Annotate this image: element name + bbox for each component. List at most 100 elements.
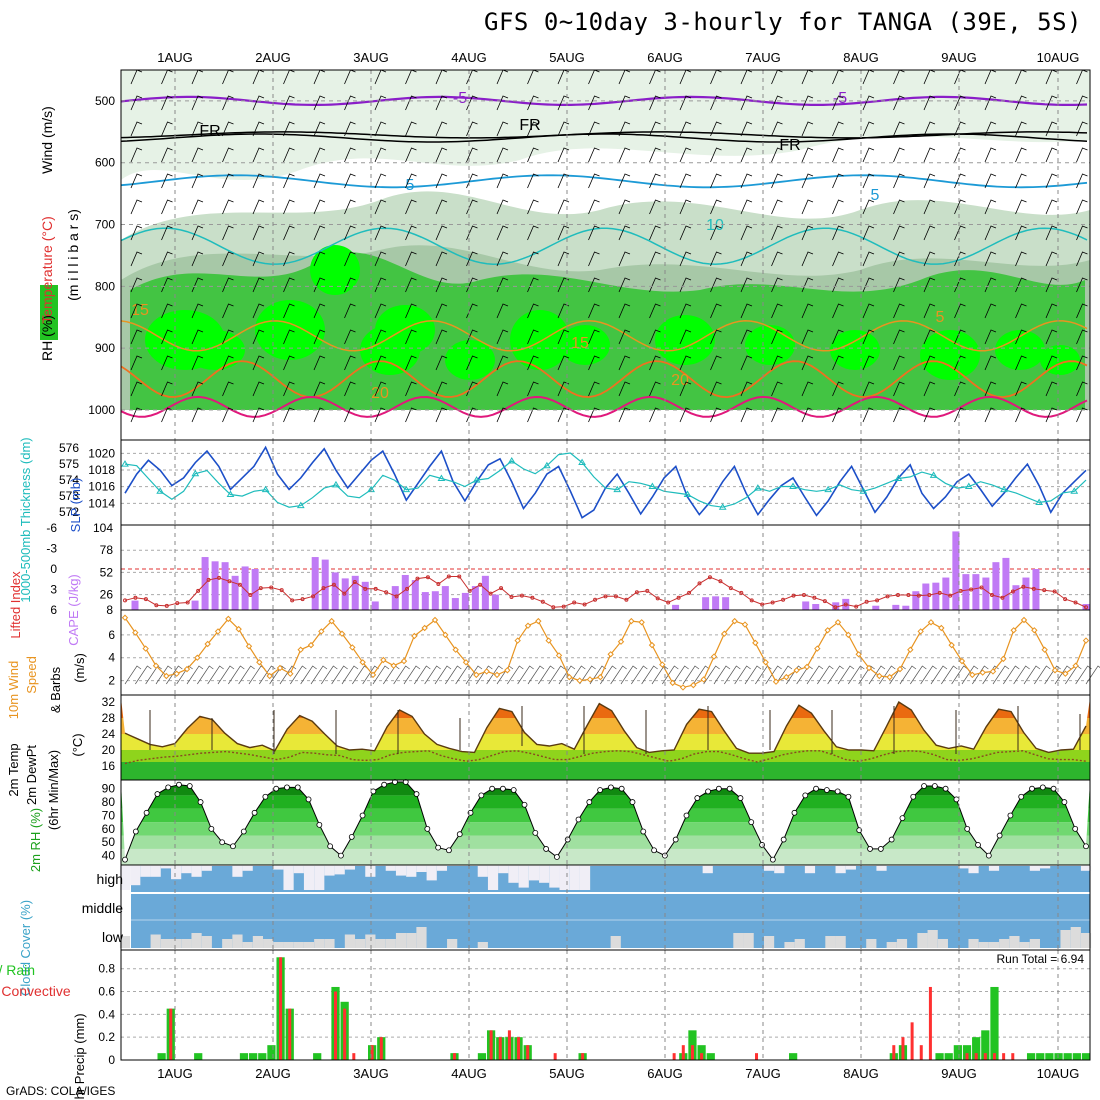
date-label-top-5AUG: 5AUG [549,50,584,65]
wind-barb [435,95,448,111]
wind-barb [161,173,173,189]
wind10m-marker [793,667,800,674]
wind-barb [435,277,448,293]
wind-barb [801,199,814,215]
li-ytick-4: -6 [46,521,57,535]
wind-barb [710,277,722,293]
wind-barb [252,225,265,241]
li-marker [676,595,681,600]
rh-ylabel: 2m RH (%) [28,808,43,872]
cloud-low-bar [150,934,161,948]
rh-marker [867,846,873,852]
wind-barb [344,355,356,371]
wind-barb [1076,225,1088,241]
wind10m-marker [834,619,842,626]
wind-barb [954,407,966,423]
wind-barb [313,329,326,345]
thickness-marker [472,476,481,483]
wind10m-barb [744,665,762,685]
wind10m-ylabel-2: Speed [24,656,39,694]
wind10m-barb [1013,665,1030,685]
wind-barb [618,355,631,371]
wind-barb [1015,199,1027,215]
li-marker [467,588,472,593]
wind-barb [954,277,966,293]
wind10m-barb [176,665,193,685]
upper-air-ylabel-rh: RH (%) [39,315,55,361]
wind-barb [374,355,387,371]
wind-barb [374,225,387,241]
cloud-low-bar [119,936,131,948]
wind-barb [923,277,936,293]
li-marker [969,587,974,592]
wind-barb [801,277,814,293]
wind-barb [1045,407,1058,423]
wind10m-marker [473,671,480,679]
rh-marker [813,785,819,792]
li-marker [519,593,524,598]
wind-barb [222,381,234,397]
wind10m-marker [690,681,697,689]
wind-barb [1076,329,1088,345]
wind-barb [984,199,997,215]
wind-barb [344,225,356,241]
li-marker [603,594,608,599]
wind10m-barb [920,665,937,685]
wind-barb [313,407,326,423]
rh-marker [294,784,301,791]
wind-barb [466,147,478,163]
wind-barb [588,251,600,267]
rh-marker [230,843,236,850]
li-marker [1073,600,1078,605]
wind-barb [679,173,692,189]
wind10m-marker [1041,646,1048,653]
cloud-low-bar [314,939,325,948]
li-marker [551,605,556,610]
wind-barb [283,95,295,111]
cape-bar [451,598,459,610]
wind10m-marker [431,616,439,624]
rh-marker [672,836,679,843]
rh-marker [683,812,690,819]
wind10m-marker [204,640,211,648]
wind-barb [588,173,600,189]
wind-barb [374,199,387,215]
date-label-bottom-10AUG: 10AUG [1037,1066,1080,1081]
wind-barb [984,95,997,111]
wind-barb [801,121,814,137]
wind-barb [649,355,661,371]
wind10m-marker [369,671,377,679]
wind-barb [588,225,600,241]
wind10m-marker [421,624,428,632]
wind-barb [893,355,905,371]
contour-label-0: -5 [453,90,467,107]
wind10m-barb [186,665,204,685]
rh-marker [543,846,550,852]
cape-bar [131,600,139,610]
wind-barb [618,147,631,163]
wind10m-marker [152,662,160,669]
wind-barb [893,225,905,241]
rh-marker [802,792,809,799]
wind10m-barb [600,665,617,685]
wind-barb [283,199,295,215]
li-marker [1052,589,1057,594]
wind10m-marker [617,638,625,645]
wind-barb [801,381,814,397]
wind10m-barb [724,665,741,685]
rh-marker [780,836,787,843]
precip-ytick-3: 0.6 [98,985,115,999]
wind-barb [344,199,356,215]
wind-barb [984,147,997,163]
rh-marker [1072,825,1079,832]
wind-barb [405,329,417,345]
wind10m-barb [155,665,173,685]
wind-barb [679,121,692,137]
thickness-marker [964,482,973,489]
rh-marker [197,799,204,805]
rh-marker [208,825,215,832]
li-marker [1021,584,1026,589]
temp-ylabel-2: 2m DewPt [24,745,39,805]
wind-barb [161,225,173,241]
li-marker [770,600,775,605]
